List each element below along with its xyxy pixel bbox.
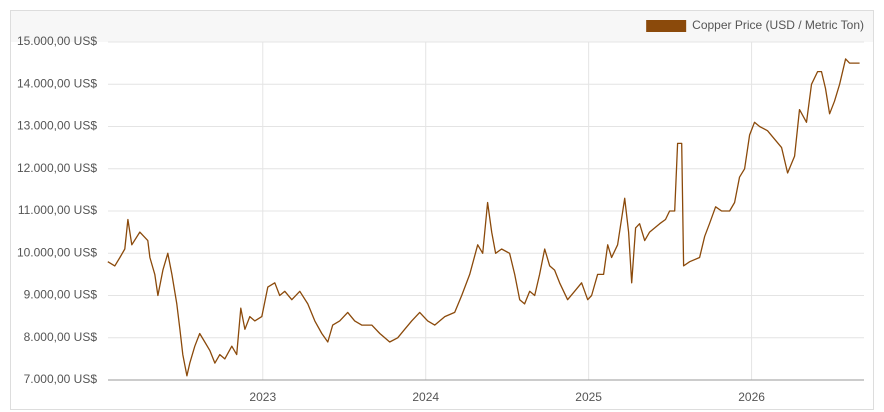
legend-label: Copper Price (USD / Metric Ton) — [692, 18, 864, 32]
y-tick-label: 12.000,00 US$ — [17, 161, 97, 175]
legend: Copper Price (USD / Metric Ton) — [646, 18, 864, 32]
y-tick-label: 8.000,00 US$ — [24, 330, 98, 344]
y-tick-label: 11.000,00 US$ — [18, 203, 97, 217]
x-tick-label: 2026 — [738, 390, 765, 404]
y-tick-label: 9.000,00 US$ — [24, 288, 98, 302]
legend-bar — [11, 11, 873, 42]
x-tick-label: 2024 — [412, 390, 439, 404]
chart-frame — [10, 10, 874, 410]
y-tick-label: 7.000,00 US$ — [24, 372, 98, 386]
x-tick-label: 2025 — [575, 390, 602, 404]
y-tick-label: 14.000,00 US$ — [17, 76, 97, 90]
y-tick-label: 10.000,00 US$ — [17, 245, 97, 259]
y-tick-label: 13.000,00 US$ — [17, 119, 97, 133]
x-tick-label: 2023 — [249, 390, 276, 404]
y-tick-label: 15.000,00 US$ — [17, 34, 97, 48]
price-line — [107, 58, 860, 377]
legend-swatch — [646, 20, 687, 32]
